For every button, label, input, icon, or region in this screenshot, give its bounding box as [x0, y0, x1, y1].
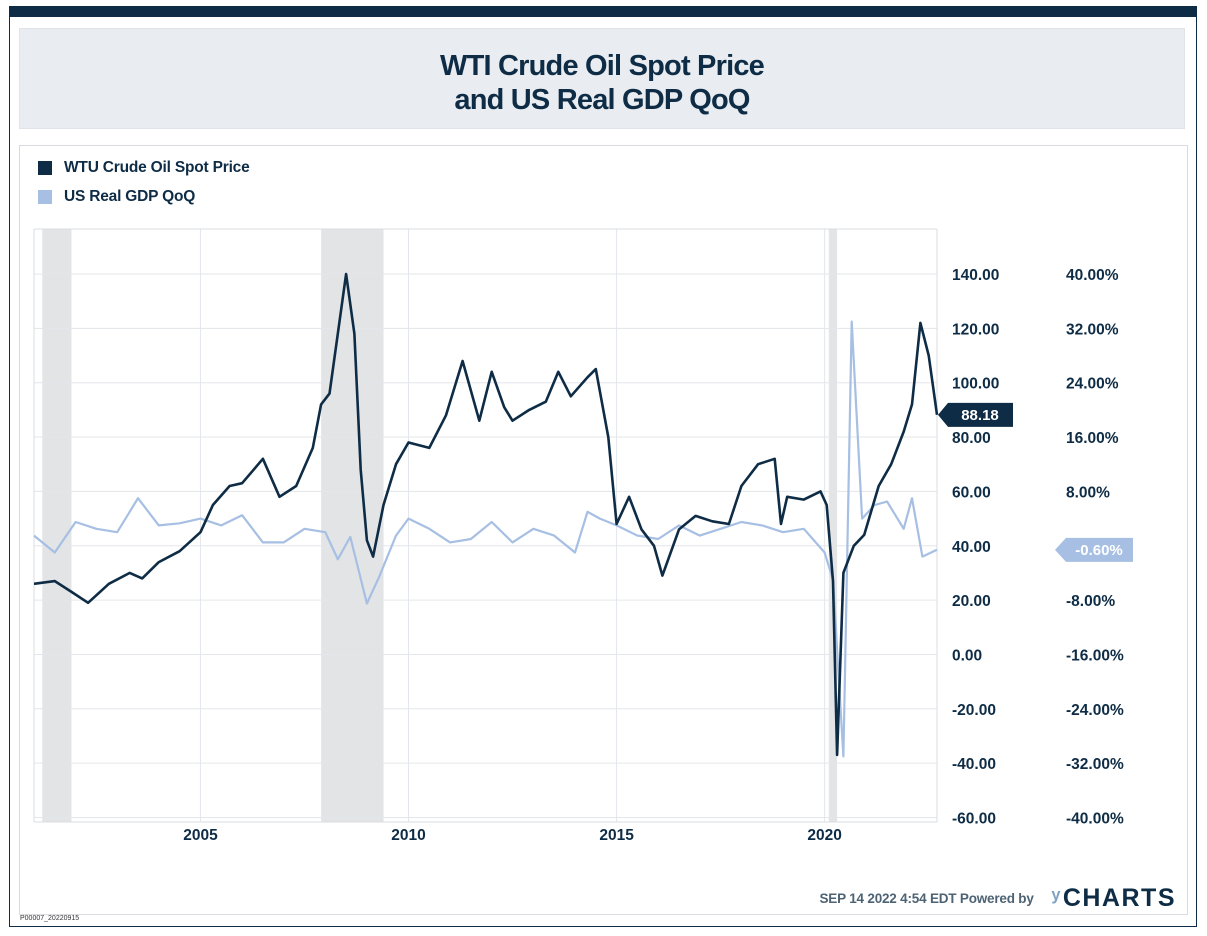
footer: SEP 14 2022 4:54 EDT Powered by ʸ CHARTS	[820, 884, 1177, 913]
left-axis-tick-label: 40.00	[952, 539, 991, 556]
right-axis-tick-label: 32.00%	[1066, 321, 1119, 338]
right-axis-tick-label: -8.00%	[1066, 593, 1115, 610]
oil-last-value-label: 88.18	[961, 407, 999, 424]
right-axis-tick-label: -40.00%	[1066, 811, 1124, 828]
left-axis-tick-label: 60.00	[952, 484, 991, 501]
chart-title-line1: WTI Crude Oil Spot Price	[440, 50, 765, 82]
left-axis-tick-label: -20.00	[952, 702, 996, 719]
top-accent-bar	[9, 6, 1197, 17]
right-axis-tick-label: 24.00%	[1066, 376, 1119, 393]
right-axis-tick-label: 16.00%	[1066, 430, 1119, 447]
x-axis-tick-label: 2010	[391, 827, 425, 844]
left-axis-tick-label: -40.00	[952, 756, 996, 773]
left-axis-tick-label: 120.00	[952, 321, 999, 338]
outer-frame	[9, 6, 1197, 927]
ycharts-logo-text: CHARTS	[1062, 884, 1176, 912]
gdp-last-value-label: -0.60%	[1075, 542, 1123, 559]
left-axis-tick-label: -60.00	[952, 811, 996, 828]
left-axis-tick-label: 100.00	[952, 376, 999, 393]
oil-last-value-tag	[938, 402, 1013, 427]
ycharts-logo-mark-icon: ʸ	[1051, 884, 1062, 912]
chart-panel	[19, 145, 1188, 915]
right-axis-tick-label: 40.00%	[1066, 267, 1119, 284]
right-axis-tick-label: -16.00%	[1066, 647, 1124, 664]
left-axis-tick-label: 0.00	[952, 647, 982, 664]
title-box: WTI Crude Oil Spot Price and US Real GDP…	[19, 28, 1185, 129]
gdp-last-value-tag	[1055, 537, 1133, 562]
timestamp-text: SEP 14 2022 4:54 EDT Powered by	[819, 891, 1034, 906]
legend-label-gdp: US Real GDP QoQ	[64, 188, 196, 205]
legend-label-oil: WTU Crude Oil Spot Price	[64, 159, 250, 176]
recession-band	[828, 229, 838, 822]
document-id: P00007_20220915	[20, 915, 80, 922]
ycharts-logo: ʸ CHARTS	[1052, 884, 1176, 913]
x-axis-tick-label: 2005	[183, 827, 218, 844]
legend-item-gdp: US Real GDP QoQ	[38, 188, 195, 206]
legend-swatch-gdp	[38, 190, 52, 204]
right-axis-tick-label: 8.00%	[1066, 484, 1110, 501]
right-axis-tick-label: -24.00%	[1066, 702, 1124, 719]
series-line-gdp	[33, 320, 938, 758]
legend-swatch-oil	[38, 161, 52, 175]
series-line-oil	[33, 272, 939, 757]
left-axis-tick-label: 20.00	[952, 593, 991, 610]
x-axis-tick-label: 2015	[599, 827, 634, 844]
right-axis-tick-label: -32.00%	[1066, 756, 1124, 773]
left-axis-tick-label: 140.00	[952, 267, 999, 284]
recession-band	[42, 229, 72, 822]
x-axis-tick-label: 2020	[807, 827, 841, 844]
chart-title-line2: and US Real GDP QoQ	[454, 84, 750, 116]
legend-item-oil: WTU Crude Oil Spot Price	[38, 159, 250, 177]
left-axis-tick-label: 80.00	[952, 430, 991, 447]
